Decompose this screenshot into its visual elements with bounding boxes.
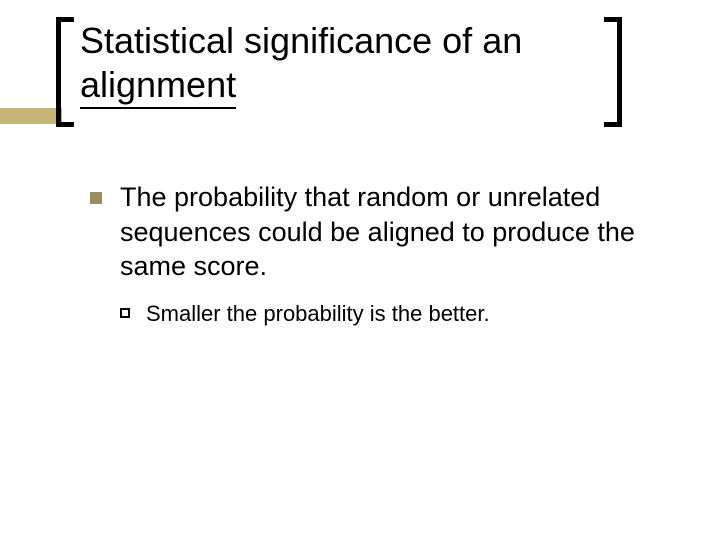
list-item: The probability that random or unrelated… <box>90 180 680 284</box>
bullet-sub-text: Smaller the probability is the better. <box>146 300 490 329</box>
title-line-2: alignment <box>80 64 236 109</box>
list-item: Smaller the probability is the better. <box>120 300 680 329</box>
slide-title: Statistical significance of an alignment <box>62 15 662 109</box>
bullet-main-text: The probability that random or unrelated… <box>120 180 680 284</box>
title-line-1: Statistical significance of an <box>80 20 522 61</box>
square-bullet-icon <box>90 192 102 204</box>
content-block: The probability that random or unrelated… <box>90 180 680 328</box>
title-block: Statistical significance of an alignment <box>62 15 662 109</box>
open-square-bullet-icon <box>120 308 130 318</box>
accent-band <box>0 108 62 124</box>
